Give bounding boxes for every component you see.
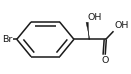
Text: O: O [101, 56, 108, 65]
Text: Br: Br [2, 35, 12, 44]
Text: OH: OH [115, 21, 129, 30]
Polygon shape [86, 22, 90, 39]
Text: OH: OH [88, 13, 102, 22]
